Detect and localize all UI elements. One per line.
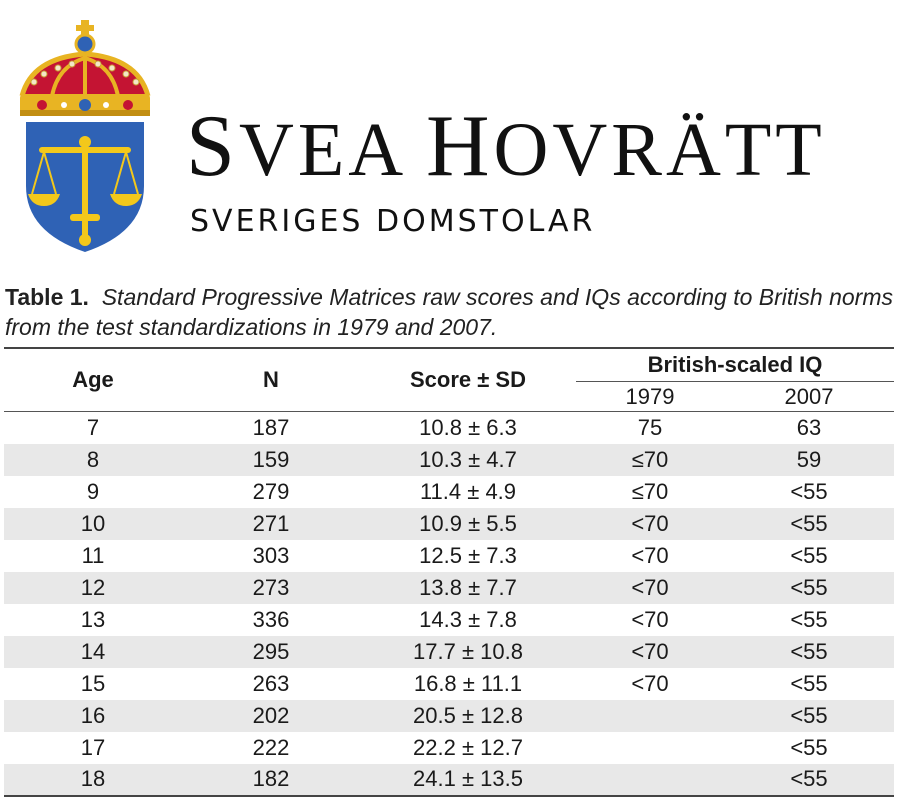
table-row: 13 336 14.3 ± 7.8 <70 <55	[4, 604, 894, 636]
brand-title-initial: S	[186, 98, 239, 195]
cell-age: 7	[86, 414, 100, 440]
table-row: 16 202 20.5 ± 12.8 <55	[4, 699, 894, 732]
cell-iq-2007: <55	[790, 670, 828, 696]
table-subheader-row: 1979 2007	[4, 381, 894, 412]
cell-score: 13.8 ± 7.7	[419, 574, 517, 600]
cell-iq-1979: <70	[631, 574, 669, 600]
coat-of-arms-icon	[12, 18, 158, 254]
table-row: 12 273 13.8 ± 7.7 <70 <55	[4, 571, 894, 604]
cell-age: 16	[80, 702, 106, 728]
caption-text: Standard Progressive Matrices raw scores…	[5, 284, 893, 340]
cell-age: 10	[80, 510, 106, 536]
cell-iq-2007: <55	[724, 763, 894, 797]
cell-score: 16.8 ± 11.1	[413, 670, 523, 696]
cell-iq-1979	[576, 700, 724, 732]
cell-age: 13	[80, 606, 106, 632]
cell-n: 202	[252, 702, 290, 728]
cell-score: 12.5 ± 7.3	[419, 542, 517, 568]
cell-iq-1979: ≤70	[631, 446, 669, 472]
cell-iq-1979: <70	[631, 606, 669, 632]
cell-iq-1979	[576, 763, 724, 797]
cell-score: 22.2 ± 12.7	[413, 734, 523, 760]
cell-n: 187	[252, 414, 290, 440]
cell-iq-2007: <55	[790, 510, 828, 536]
scores-table: Age N Score ± SD British-scaled IQ 1979 …	[4, 347, 894, 797]
cell-iq-2007: <55	[790, 542, 828, 568]
cell-age: 17	[80, 734, 106, 760]
cell-iq-2007: <55	[790, 734, 828, 760]
cell-iq-1979: 75	[637, 414, 663, 440]
caption-label: Table 1.	[5, 284, 89, 310]
cell-iq-2007: <55	[790, 702, 828, 728]
header-2007: 2007	[724, 381, 894, 412]
cell-n: 222	[252, 734, 290, 760]
table-row: 15 263 16.8 ± 11.1 <70 <55	[4, 668, 894, 700]
cell-iq-2007: <55	[790, 574, 828, 600]
cell-iq-1979: ≤70	[631, 478, 669, 504]
cell-iq-1979: <70	[631, 670, 669, 696]
table-caption: Table 1. Standard Progressive Matrices r…	[5, 282, 895, 342]
table-row: 17 222 22.2 ± 12.7 <55	[4, 732, 894, 764]
cell-iq-1979: <70	[631, 542, 669, 568]
brand-subtitle: SVERIGES DOMSTOLAR	[190, 204, 596, 239]
cell-n: 271	[252, 510, 290, 536]
cell-age: 11	[81, 542, 105, 568]
cell-iq-1979	[576, 732, 724, 764]
cell-age: 9	[86, 478, 100, 504]
cell-score: 24.1 ± 13.5	[360, 763, 576, 797]
cell-n: 303	[252, 542, 290, 568]
header-age: Age	[4, 347, 182, 412]
cell-score: 14.3 ± 7.8	[419, 606, 517, 632]
cell-iq-2007: <55	[790, 606, 828, 632]
table-row: 9 279 11.4 ± 4.9 ≤70 <55	[4, 476, 894, 508]
header-british-iq: British-scaled IQ	[576, 347, 894, 382]
cell-age: 14	[80, 638, 106, 664]
cell-age: 8	[86, 446, 100, 472]
table-header-row: Age N Score ± SD British-scaled IQ	[4, 347, 894, 412]
brand-title: SVEA HOVRÄTT	[186, 96, 826, 197]
table-body: 7 187 10.8 ± 6.3 75 63 8 159 10.3 ± 4.7 ≤70 59 9 27…	[4, 412, 894, 797]
cell-n: 263	[252, 670, 290, 696]
cell-n: 273	[252, 574, 290, 600]
cell-n: 295	[252, 638, 290, 664]
cell-score: 20.5 ± 12.8	[413, 702, 523, 728]
header-score: Score ± SD	[360, 347, 576, 412]
cell-score: 10.9 ± 5.5	[419, 510, 517, 536]
brand-title-part: VEA	[238, 108, 426, 192]
cell-age: 18	[4, 763, 182, 797]
cell-score: 10.8 ± 6.3	[419, 414, 517, 440]
cell-iq-1979: <70	[631, 638, 669, 664]
cell-n: 279	[252, 478, 290, 504]
cell-n: 159	[252, 446, 290, 472]
table-row: 8 159 10.3 ± 4.7 ≤70 59	[4, 443, 894, 476]
table-row: 11 303 12.5 ± 7.3 <70 <55	[4, 540, 894, 572]
brand-title-part: OVRÄTT	[493, 108, 826, 192]
table-row: 18 182 24.1 ± 13.5 <55	[4, 763, 894, 797]
header-n: N	[182, 347, 360, 412]
table-row: 7 187 10.8 ± 6.3 75 63	[4, 412, 894, 444]
cell-age: 15	[80, 670, 106, 696]
cell-iq-2007: <55	[790, 478, 828, 504]
brand-title-initial: H	[425, 98, 494, 195]
cell-score: 10.3 ± 4.7	[419, 446, 517, 472]
cell-iq-1979: <70	[631, 510, 669, 536]
cell-age: 12	[80, 574, 106, 600]
cell-iq-2007: <55	[790, 638, 828, 664]
table-row: 10 271 10.9 ± 5.5 <70 <55	[4, 507, 894, 540]
cell-n: 182	[182, 763, 360, 797]
header-1979: 1979	[576, 381, 724, 412]
cell-iq-2007: 63	[796, 414, 822, 440]
cell-iq-2007: 59	[796, 446, 822, 472]
cell-n: 336	[252, 606, 290, 632]
table-row: 14 295 17.7 ± 10.8 <70 <55	[4, 635, 894, 668]
cell-score: 17.7 ± 10.8	[413, 638, 523, 664]
cell-score: 11.4 ± 4.9	[419, 478, 517, 504]
